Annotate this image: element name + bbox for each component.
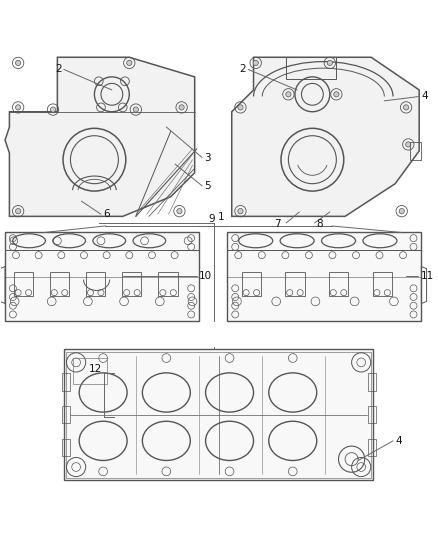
Circle shape	[238, 105, 243, 110]
Text: 6: 6	[103, 209, 110, 219]
Circle shape	[399, 208, 404, 214]
Bar	[73, 358, 107, 384]
Text: 2: 2	[240, 64, 246, 75]
Polygon shape	[232, 57, 419, 216]
Text: 9: 9	[208, 214, 215, 224]
Circle shape	[238, 208, 243, 214]
Text: 8: 8	[317, 219, 323, 229]
Circle shape	[253, 60, 258, 66]
Text: 5: 5	[204, 181, 211, 191]
Text: 2: 2	[55, 64, 62, 75]
Text: 4: 4	[395, 436, 402, 446]
Bar	[50, 272, 69, 296]
Text: 11: 11	[420, 271, 434, 281]
Circle shape	[15, 208, 21, 214]
Bar	[227, 232, 421, 321]
Bar	[410, 142, 421, 160]
Circle shape	[15, 60, 21, 66]
Circle shape	[327, 60, 332, 66]
Bar	[66, 351, 371, 478]
Bar	[368, 406, 376, 423]
Circle shape	[15, 105, 21, 110]
Bar	[62, 439, 70, 456]
Circle shape	[127, 60, 132, 66]
Bar	[227, 232, 421, 250]
Bar	[86, 272, 105, 296]
Text: 3: 3	[204, 152, 211, 163]
Bar	[5, 232, 199, 321]
Text: 7: 7	[274, 219, 281, 229]
Circle shape	[50, 107, 56, 112]
Polygon shape	[5, 57, 194, 216]
Circle shape	[403, 105, 409, 110]
Circle shape	[177, 208, 182, 214]
Bar	[329, 272, 348, 296]
Text: 4: 4	[421, 92, 428, 101]
Circle shape	[286, 92, 291, 97]
Bar	[368, 373, 376, 391]
Circle shape	[334, 92, 339, 97]
Bar	[373, 272, 392, 296]
Bar	[5, 232, 199, 250]
Bar	[159, 272, 178, 296]
Circle shape	[133, 107, 138, 112]
Polygon shape	[227, 232, 421, 321]
Bar	[64, 349, 374, 480]
Bar	[62, 373, 70, 391]
Bar	[14, 272, 33, 296]
Bar	[242, 272, 261, 296]
Bar	[368, 439, 376, 456]
Polygon shape	[64, 349, 374, 480]
Text: 1: 1	[217, 212, 224, 222]
Circle shape	[179, 105, 184, 110]
Circle shape	[406, 142, 411, 147]
Bar	[286, 57, 336, 79]
Text: 12: 12	[89, 364, 102, 374]
Bar	[285, 272, 304, 296]
Text: 10: 10	[199, 271, 212, 281]
Polygon shape	[5, 232, 199, 321]
Bar	[122, 272, 141, 296]
Bar	[62, 406, 70, 423]
